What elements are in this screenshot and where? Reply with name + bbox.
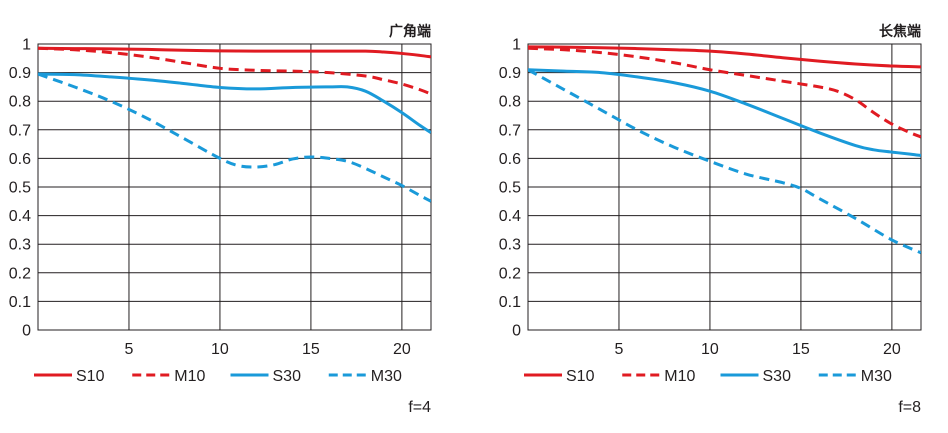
- aperture-label: f=4: [408, 399, 431, 416]
- x-tick-label: 5: [125, 341, 134, 358]
- legend-label-s10: S10: [566, 368, 595, 385]
- y-tick-label: 0.4: [9, 208, 31, 225]
- y-tick-label: 0.7: [9, 122, 31, 139]
- y-tick-label: 1: [512, 37, 521, 54]
- legend-label-m30: M30: [861, 368, 892, 385]
- y-tick-label: 0.3: [499, 237, 521, 254]
- chart-1: 00.10.20.30.40.50.60.70.80.915 10 15 20广角端S…: [9, 23, 432, 416]
- x-tick-label: 5: [615, 341, 624, 358]
- chart-2: 00.10.20.30.40.50.60.70.80.915 10 15 20长焦端S…: [499, 23, 922, 416]
- series-line-m30: [38, 72, 431, 203]
- legend-label-m10: M10: [664, 368, 695, 385]
- series-line-s30: [528, 68, 921, 158]
- legend-label-s30: S30: [763, 368, 792, 385]
- legend-label-s30: S30: [273, 368, 302, 385]
- y-tick-label: 0: [512, 323, 521, 340]
- y-tick-label: 0.3: [9, 237, 31, 254]
- x-tick-label: 10: [701, 341, 719, 358]
- aperture-label: f=8: [898, 399, 921, 416]
- y-tick-label: 0.9: [9, 65, 31, 82]
- y-tick-label: 0: [22, 323, 31, 340]
- legend-label-s10: S10: [76, 368, 105, 385]
- chart-title: 广角端: [389, 23, 431, 39]
- series-line-s30: [38, 72, 431, 134]
- y-tick-label: 0.2: [9, 265, 31, 282]
- y-tick-label: 0.6: [9, 151, 31, 168]
- y-tick-label: 0.4: [499, 208, 521, 225]
- y-tick-label: 0.6: [499, 151, 521, 168]
- x-tick-label: 15: [792, 341, 810, 358]
- legend-label-m10: M10: [174, 368, 205, 385]
- y-tick-label: 0.8: [499, 94, 521, 111]
- y-tick-label: 0.8: [9, 94, 31, 111]
- y-tick-label: 0.2: [499, 265, 521, 282]
- y-tick-label: 1: [22, 37, 31, 54]
- y-tick-label: 0.5: [499, 180, 521, 197]
- y-tick-label: 0.7: [499, 122, 521, 139]
- x-tick-label: 20: [393, 341, 411, 358]
- y-tick-label: 0.1: [9, 294, 31, 311]
- y-tick-label: 0.1: [499, 294, 521, 311]
- x-tick-label: 15: [302, 341, 320, 358]
- series-line-s10: [38, 46, 431, 59]
- legend-label-m30: M30: [371, 368, 402, 385]
- x-tick-label: 20: [883, 341, 901, 358]
- y-tick-label: 0.9: [499, 65, 521, 82]
- x-tick-label: 10: [211, 341, 229, 358]
- y-tick-label: 0.5: [9, 180, 31, 197]
- series-line-m10: [528, 46, 921, 139]
- series-line-s10: [528, 45, 921, 69]
- series-line-m30: [528, 68, 921, 255]
- chart-title: 长焦端: [879, 23, 921, 39]
